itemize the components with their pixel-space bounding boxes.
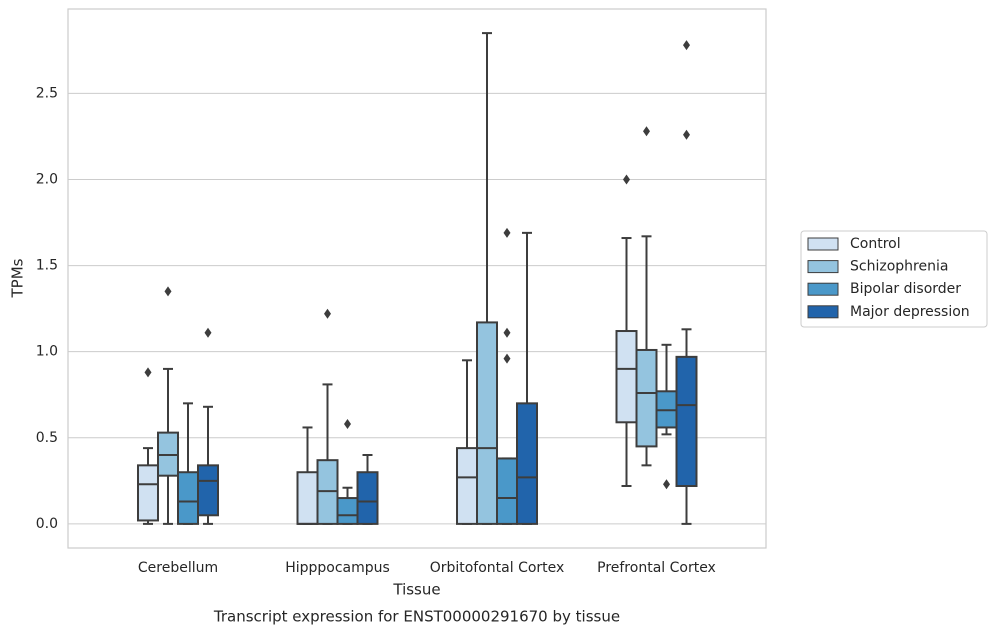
- box: [456, 447, 478, 525]
- y-tick-label: 1.5: [36, 258, 58, 274]
- outlier: [503, 327, 511, 338]
- legend-swatch: [807, 282, 839, 296]
- chart-caption: Transcript expression for ENST0000029167…: [213, 608, 620, 626]
- x-tick-label: Cerebellum: [138, 560, 218, 576]
- y-tick-label: 2.0: [36, 171, 58, 187]
- box: [615, 330, 638, 424]
- box: [356, 471, 379, 525]
- outlier: [204, 327, 212, 338]
- outlier: [503, 353, 511, 364]
- box: [496, 457, 518, 525]
- box: [476, 321, 498, 525]
- legend-swatch: [807, 260, 839, 274]
- y-tick-label: 2.5: [36, 85, 58, 101]
- legend-swatch: [807, 237, 839, 251]
- outlier: [623, 174, 630, 185]
- legend-label: Control: [850, 236, 901, 252]
- plot-frame: [67, 8, 767, 549]
- y-tick-label: 0.5: [36, 430, 58, 446]
- box: [197, 464, 219, 517]
- legend-box: [800, 230, 988, 328]
- legend-label: Schizophrenia: [850, 259, 948, 275]
- box: [137, 464, 159, 522]
- y-tick-label: 0.0: [36, 516, 58, 532]
- legend-label: Bipolar disorder: [850, 281, 961, 297]
- outlier: [663, 479, 670, 490]
- x-tick-label: Orbitofontal Cortex: [430, 560, 565, 576]
- y-axis-label: TPMs: [9, 258, 27, 298]
- outlier: [643, 126, 650, 137]
- legend-swatch: [807, 305, 839, 319]
- legend-label: Major depression: [850, 304, 970, 320]
- outlier: [324, 308, 331, 319]
- outlier: [683, 129, 690, 140]
- box: [635, 348, 658, 448]
- outlier: [503, 227, 511, 238]
- outlier: [344, 419, 351, 430]
- outlier: [164, 286, 172, 297]
- box: [177, 471, 199, 525]
- box: [675, 355, 698, 488]
- outlier: [683, 40, 690, 51]
- x-tick-label: Prefrontal Cortex: [597, 560, 716, 576]
- x-axis-label: Tissue: [392, 581, 440, 599]
- outlier: [144, 367, 152, 378]
- y-tick-label: 1.0: [36, 344, 58, 360]
- box: [516, 402, 538, 525]
- x-tick-label: Hipppocampus: [285, 560, 390, 576]
- box: [296, 471, 319, 525]
- box: [336, 497, 359, 525]
